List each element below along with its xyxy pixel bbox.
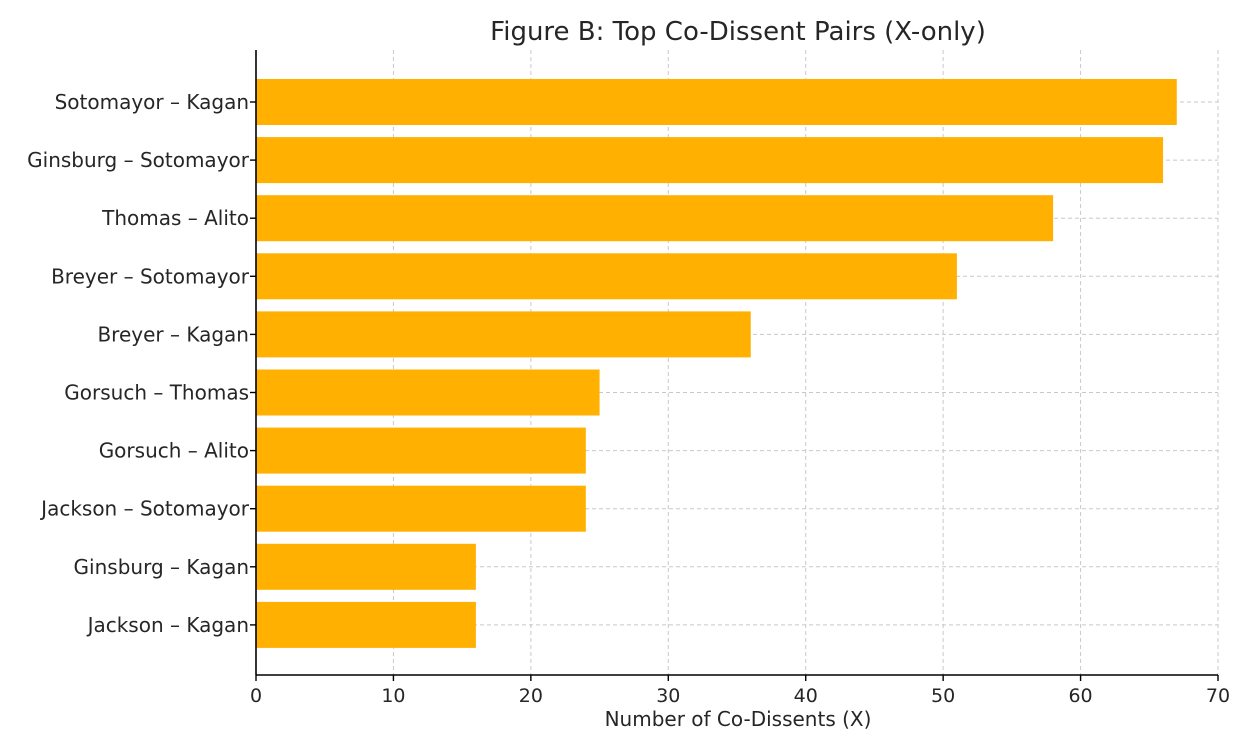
category-label: Gorsuch – Alito [99, 439, 249, 463]
bar [256, 485, 586, 532]
x-tick-label: 70 [1206, 685, 1230, 707]
bar [256, 427, 586, 474]
x-axis-label: Number of Co-Dissents (X) [605, 707, 872, 731]
x-tick-labels: 0 10 20 30 40 50 60 70 [250, 685, 1230, 707]
chart-title: Figure B: Top Co-Dissent Pairs (X-only) [490, 17, 986, 47]
bar [256, 369, 600, 416]
x-tick-label: 40 [794, 685, 818, 707]
x-tick-label: 60 [1068, 685, 1092, 707]
bars [256, 79, 1177, 648]
category-label: Jackson – Kagan [86, 613, 249, 637]
x-tick-label: 20 [519, 685, 543, 707]
bar [256, 79, 1177, 125]
bar [256, 137, 1164, 184]
category-label: Gorsuch – Thomas [64, 381, 249, 405]
category-label: Jackson – Sotomayor [39, 497, 250, 521]
bar [256, 253, 957, 300]
category-label: Sotomayor – Kagan [55, 90, 249, 114]
category-label: Ginsburg – Sotomayor [27, 148, 250, 172]
axes [250, 50, 1219, 681]
bar [256, 195, 1054, 242]
category-label: Breyer – Sotomayor [51, 264, 250, 288]
x-tick-label: 50 [931, 685, 955, 707]
x-tick-label: 30 [656, 685, 680, 707]
category-label: Ginsburg – Kagan [74, 555, 249, 579]
category-label: Breyer – Kagan [97, 322, 249, 346]
x-tick-label: 10 [381, 685, 405, 707]
bar [256, 311, 751, 358]
category-labels: Sotomayor – Kagan Ginsburg – Sotomayor Tho… [27, 90, 250, 637]
category-label: Thomas – Alito [101, 206, 249, 230]
bar [256, 601, 476, 648]
bar [256, 543, 476, 590]
x-tick-label: 0 [250, 685, 262, 707]
